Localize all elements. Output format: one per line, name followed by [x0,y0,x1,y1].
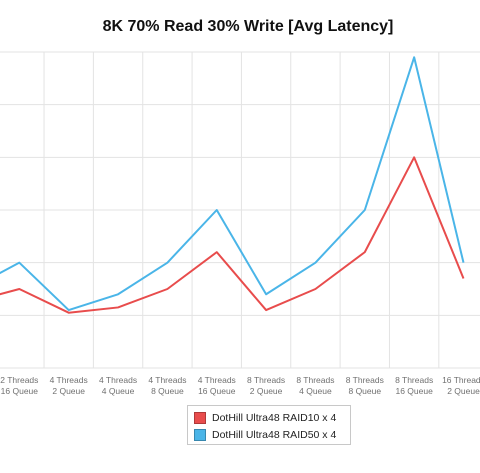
series-line-1 [0,56,465,312]
x-tick-label: 8 Queue [348,386,381,396]
x-tick-label: 8 Threads [247,375,285,385]
x-tick-label: 4 Queue [102,386,135,396]
legend-swatch-raid10 [194,411,206,424]
x-tick-label: 4 Threads [50,375,88,385]
legend-label-raid50: DotHill Ultra48 RAID50 x 4 [212,428,337,441]
x-tick-label: 4 Queue [299,386,332,396]
x-tick-label: 8 Queue [151,386,184,396]
x-tick-label: 8 Threads [395,375,433,385]
x-tick-label: 16 Queue [1,386,39,396]
x-tick-label: 2 Queue [447,386,480,396]
x-tick-label: 8 Threads [296,375,334,385]
x-tick-label: 4 Threads [198,375,236,385]
legend: DotHill Ultra48 RAID10 x 4 DotHill Ultra… [187,405,351,445]
x-tick-label: 16 Threads [442,375,480,385]
legend-swatch-raid50 [194,428,206,441]
x-tick-label: 2 Threads [0,375,38,385]
legend-item-raid10[interactable]: DotHill Ultra48 RAID10 x 4 [194,409,344,426]
x-tick-label: 16 Queue [395,386,433,396]
chart-title: 8K 70% Read 30% Write [Avg Latency] [102,18,394,35]
x-tick-label: 4 Threads [148,375,186,385]
x-tick-label: 4 Threads [99,375,137,385]
x-tick-label: 8 Threads [346,375,384,385]
legend-label-raid10: DotHill Ultra48 RAID10 x 4 [212,411,337,424]
x-tick-label: 16 Queue [198,386,236,396]
x-tick-label: 2 Queue [250,386,283,396]
x-tick-label: 2 Queue [52,386,85,396]
legend-item-raid50[interactable]: DotHill Ultra48 RAID50 x 4 [194,426,344,443]
